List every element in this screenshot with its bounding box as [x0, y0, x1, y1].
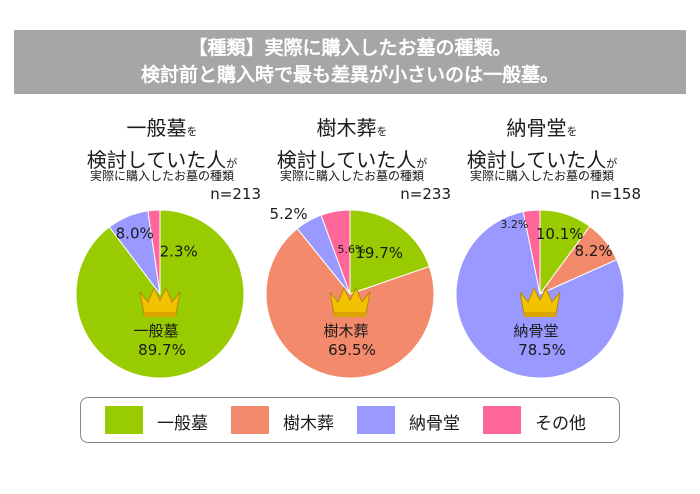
slice-other [522, 209, 541, 295]
legend-swatch [231, 406, 269, 434]
legend-swatch [483, 406, 521, 434]
legend-label: 納骨堂 [409, 414, 460, 434]
panel-subtitle: 実際に購入したお墓の種類 [469, 169, 614, 183]
sample-size: n=233 [400, 185, 451, 203]
legend-swatch [357, 406, 395, 434]
data-label-charnel: 78.5% [518, 341, 566, 359]
slice-general [75, 209, 245, 379]
panel-subtitle: 実際に購入したお墓の種類 [279, 169, 424, 183]
main-category-label: 樹木葬 [323, 322, 368, 340]
panel-title: 一般墓を 検討していた人が [86, 116, 238, 172]
data-label-other: 3.2% [500, 218, 528, 231]
pie-chart-charnel: 納骨堂 10.1%8.2% 78.5% 3.2% [455, 209, 625, 379]
panel-title: 樹木葬を 検討していた人が [276, 116, 428, 172]
sample-size: n=158 [590, 185, 641, 203]
data-label-general: 10.1% [536, 225, 584, 243]
data-label-general: 19.7% [355, 244, 403, 262]
panel-subtitle: 実際に購入したお墓の種類 [89, 169, 234, 183]
legend-label: 一般墓 [157, 414, 208, 434]
main-category-label: 一般墓 [133, 322, 178, 340]
legend-label: 樹木葬 [283, 414, 334, 434]
data-label-tree: 69.5% [328, 341, 376, 359]
pie-chart-tree: 樹木葬 19.7% 69.5% 5.2% 5.6% [265, 205, 435, 379]
data-label-general: 89.7% [138, 341, 186, 359]
crown-icon [139, 286, 181, 317]
sample-size: n=213 [210, 185, 261, 203]
legend: 一般墓 樹木葬 納骨堂 その他 [80, 397, 620, 443]
header-line-1: 【種類】実際に購入したお墓の種類。 [188, 37, 512, 59]
data-label-tree: 8.2% [575, 242, 613, 260]
legend-label: その他 [535, 414, 586, 434]
pie-panel-general: 一般墓を 検討していた人が 実際に購入したお墓の種類 n=213 一般墓 89.7… [55, 104, 269, 394]
crown-icon [329, 286, 371, 317]
header-banner: 【種類】実際に購入したお墓の種類。 検討前と購入時で最も差異が小さいのは一般墓。 [14, 30, 686, 94]
main-category-label: 納骨堂 [513, 322, 558, 340]
crown-icon [519, 286, 561, 317]
data-label-charnel: 5.2% [270, 205, 308, 223]
slice-charnel [455, 211, 625, 379]
data-label-other: 2.3% [160, 243, 198, 261]
header-line-2: 検討前と購入時で最も差異が小さいのは一般墓。 [140, 64, 559, 86]
slice-other [147, 209, 161, 295]
pie-panel-tree: 樹木葬を 検討していた人が 実際に購入したお墓の種類 n=233 樹木葬 19.7… [245, 104, 459, 394]
pie-panel-charnel: 納骨堂を 検討していた人が 実際に購入したお墓の種類 n=158 納骨堂 10.1… [435, 104, 649, 394]
panel-title: 納骨堂を 検討していた人が [466, 116, 618, 172]
data-label-other: 5.6% [338, 243, 366, 256]
slice-other [320, 209, 351, 295]
data-label-charnel: 8.0% [116, 225, 154, 243]
legend-swatch [105, 406, 143, 434]
